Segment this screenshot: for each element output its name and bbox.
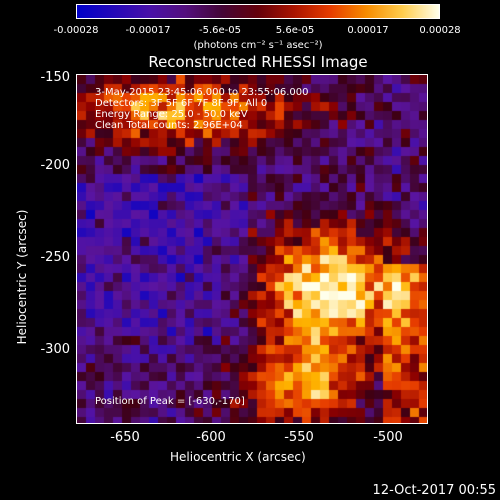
reconstructed-image (77, 75, 427, 423)
y-tick-label: -250 (40, 250, 70, 265)
info-energy-range: Energy Range: 25.0 - 50.0 keV (95, 109, 248, 120)
x-tick-label: -500 (373, 430, 403, 445)
colorbar-tick: -5.6e-05 (199, 25, 241, 36)
info-counts: Clean Total counts: 2.96E+04 (95, 120, 243, 131)
y-tick-label: -150 (40, 70, 70, 85)
colorbar-units: (photons cm⁻² s⁻¹ asec⁻²) (193, 40, 323, 51)
y-tick-label: -200 (40, 158, 70, 173)
y-axis-label: Heliocentric Y (arcsec) (15, 209, 29, 345)
x-tick-label: -650 (110, 430, 140, 445)
info-peak-position: Position of Peak = [-630,-170] (95, 396, 245, 407)
x-tick-label: -600 (196, 430, 226, 445)
info-time-range: 3-May-2015 23:45:06.000 to 23:55:06.000 (95, 87, 309, 98)
x-tick-label: -550 (284, 430, 314, 445)
colorbar-tick: -0.00028 (53, 25, 99, 36)
image-plot: 3-May-2015 23:45:06.000 to 23:55:06.000 … (76, 74, 428, 424)
info-detectors: Detectors: 3F 5F 6F 7F 8F 9F, All 0 (95, 98, 268, 109)
colorbar-tick: 0.00028 (419, 25, 461, 36)
y-tick-label: -300 (40, 342, 70, 357)
colorbar-tick: 5.6e-05 (275, 25, 315, 36)
timestamp: 12-Oct-2017 00:55 (372, 483, 496, 498)
colorbar-tick: 0.00017 (347, 25, 389, 36)
x-axis-label: Heliocentric X (arcsec) (170, 450, 306, 464)
plot-title: Reconstructed RHESSI Image (148, 53, 368, 71)
colorbar-tick: -0.00017 (125, 25, 171, 36)
colorbar (76, 4, 440, 19)
